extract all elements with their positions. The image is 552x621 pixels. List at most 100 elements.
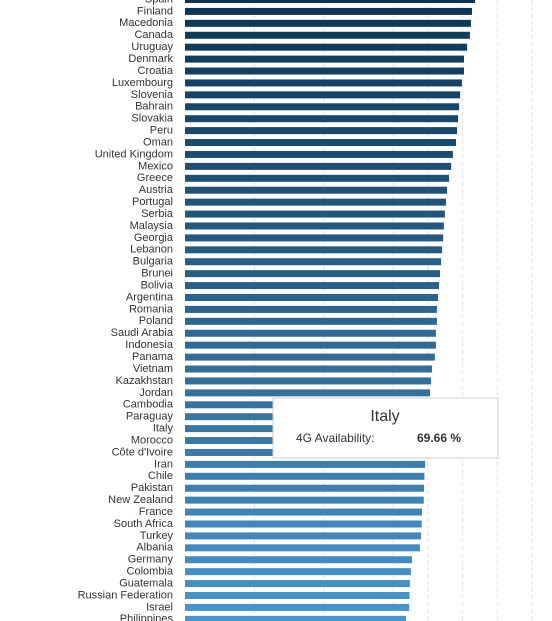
bar (185, 568, 411, 576)
bar (185, 484, 425, 492)
y-tick-label: Finland (137, 5, 173, 17)
bar (185, 127, 458, 135)
y-tick-label: Colombia (127, 566, 174, 578)
bar (185, 389, 430, 397)
bar (185, 282, 440, 290)
y-tick-label: Brunei (141, 268, 173, 280)
y-tick-label: South Africa (114, 518, 174, 530)
plot-area: SpainFinlandMacedoniaCanadaUruguayDenmar… (78, 0, 533, 621)
y-tick-label: Panama (132, 351, 174, 363)
y-tick-label: Spain (145, 0, 173, 5)
bar (185, 615, 407, 621)
bar (185, 186, 447, 194)
y-tick-label: Denmark (128, 53, 173, 65)
bar (185, 520, 422, 528)
y-tick-label: Turkey (140, 530, 174, 542)
bar (185, 162, 452, 170)
y-tick-label: Portugal (132, 196, 173, 208)
bar (185, 43, 468, 51)
y-tick-label: Oman (143, 136, 173, 148)
y-tick-label: Argentina (126, 291, 174, 303)
y-tick-label: United Kingdom (95, 148, 173, 160)
y-tick-label: Saudi Arabia (111, 327, 174, 339)
bar (185, 258, 442, 266)
y-tick-label: Cambodia (123, 399, 174, 411)
y-tick-label: Georgia (134, 232, 174, 244)
bar (185, 222, 444, 230)
bar (185, 305, 437, 313)
bar (185, 544, 420, 552)
bar (185, 532, 421, 540)
bar (185, 556, 412, 564)
y-tick-label: Lebanon (130, 244, 173, 256)
y-tick-label: Canada (134, 29, 173, 41)
y-tick-label: Uruguay (131, 41, 173, 53)
tooltip-box (272, 397, 499, 459)
bar (185, 580, 410, 588)
bar (185, 31, 470, 39)
y-tick-label: Luxembourg (112, 77, 173, 89)
tooltip-title: Italy (370, 408, 399, 425)
y-tick-label: Pakistan (131, 482, 173, 494)
y-tick-label: Jordan (139, 387, 173, 399)
bar (185, 270, 441, 278)
y-tick-label: Morocco (131, 434, 173, 446)
y-tick-label: Israel (146, 601, 173, 613)
bar (185, 0, 476, 3)
bar (185, 246, 443, 254)
bar (185, 7, 472, 15)
y-tick-label: Slovenia (131, 89, 174, 101)
y-tick-label: Macedonia (119, 17, 174, 29)
y-tick-label: Poland (139, 315, 173, 327)
bar (185, 79, 462, 87)
y-tick-label: Côte d'Ivoire (112, 446, 173, 458)
y-tick-label: Malaysia (130, 220, 174, 232)
y-tick-label: Guatemala (119, 577, 174, 589)
y-tick-label: Albania (136, 542, 174, 554)
bar (185, 139, 457, 147)
tooltip-label: 4G Availability: (296, 431, 375, 445)
bar (185, 592, 410, 599)
y-tick-label: Russian Federation (78, 589, 173, 601)
bar (185, 294, 438, 301)
y-tick-label: Paraguay (126, 411, 174, 423)
bar (185, 377, 432, 385)
bar (185, 234, 444, 242)
y-tick-label: Indonesia (125, 339, 174, 351)
y-tick-label: Italy (153, 423, 174, 435)
y-tick-label: Serbia (141, 208, 174, 220)
tooltip-value: 69.66 % (417, 431, 461, 445)
y-tick-label: Slovakia (131, 113, 173, 125)
y-tick-label: Peru (150, 125, 173, 137)
bar (185, 174, 450, 182)
bar (185, 603, 410, 611)
bar (185, 115, 459, 123)
bar (185, 365, 433, 373)
bar (185, 341, 436, 349)
y-tick-label: Greece (137, 172, 173, 184)
bar (185, 55, 464, 63)
y-tick-label: Vietnam (133, 363, 173, 375)
bar (185, 460, 426, 468)
bar (185, 353, 435, 361)
bar (185, 496, 424, 504)
bar (185, 103, 460, 111)
bar (185, 198, 446, 206)
bar (185, 150, 453, 158)
bar (185, 472, 425, 480)
y-tick-label: New Zealand (108, 494, 173, 506)
y-tick-label: Romania (129, 303, 174, 315)
y-tick-label: France (139, 506, 173, 518)
y-tick-label: Chile (148, 470, 173, 482)
tooltip: Italy 4G Availability: 69.66 % (272, 397, 499, 459)
y-tick-label: Philippines (120, 613, 174, 621)
bar (185, 19, 471, 27)
y-tick-label: Austria (139, 184, 174, 196)
bar (185, 508, 423, 516)
y-tick-label: Bulgaria (133, 256, 174, 268)
y-tick-label: Bahrain (135, 101, 173, 113)
bar (185, 67, 464, 75)
y-tick-label: Iran (154, 458, 173, 470)
y-tick-label: Mexico (138, 160, 173, 172)
